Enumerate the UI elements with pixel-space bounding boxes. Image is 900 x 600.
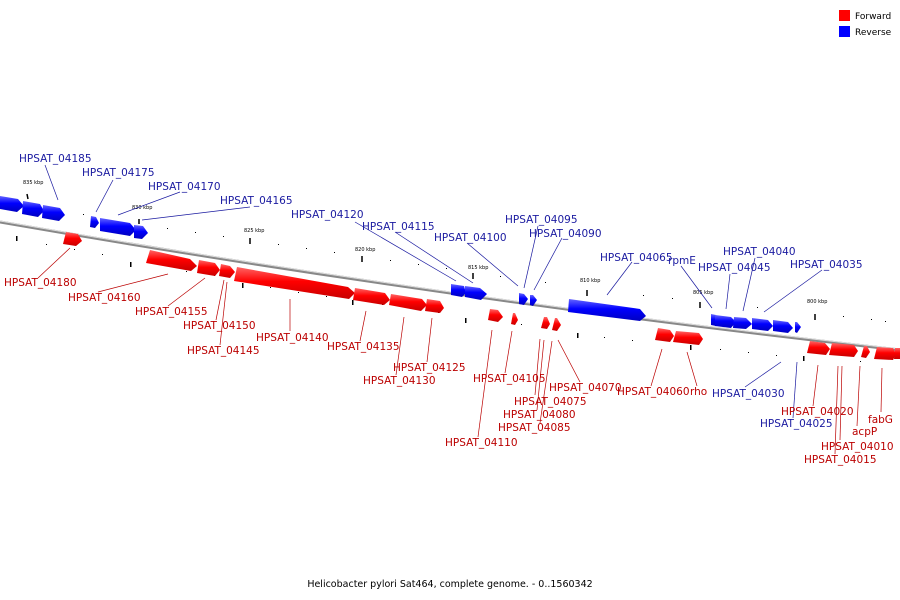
gene-arrow[interactable]: [530, 295, 537, 306]
gene-label[interactable]: HPSAT_04100: [434, 232, 507, 244]
tick-label: 815 kbp: [468, 265, 488, 271]
genome-backbone: [0, 220, 900, 352]
forward-leader-lines: [37, 247, 883, 455]
gene-arrow[interactable]: [511, 313, 518, 325]
gene-label[interactable]: HPSAT_04070: [549, 382, 622, 394]
gene-label[interactable]: rpmE: [668, 255, 696, 267]
gene-label[interactable]: HPSAT_04140: [256, 332, 329, 344]
tick-label: 810 kbp: [580, 278, 600, 284]
gene-arrow[interactable]: [451, 284, 466, 297]
gene-arrow[interactable]: [715, 315, 736, 328]
gene-label[interactable]: HPSAT_04095: [505, 214, 578, 226]
gene-label[interactable]: HPSAT_04155: [135, 306, 208, 318]
gene-arrow[interactable]: [63, 232, 82, 246]
legend-reverse-swatch: [839, 26, 850, 37]
tick-label: 800 kbp: [807, 299, 827, 305]
gene-label[interactable]: HPSAT_04085: [498, 422, 571, 434]
gene-arrow[interactable]: [42, 205, 65, 221]
legend-reverse-label: Reverse: [855, 28, 892, 38]
gene-arrow[interactable]: [673, 331, 703, 345]
gene-arrow[interactable]: [465, 286, 487, 300]
gene-label[interactable]: HPSAT_04040: [723, 246, 796, 258]
gene-arrow[interactable]: [541, 317, 550, 329]
gene-arrow[interactable]: [100, 218, 136, 236]
gene-label[interactable]: HPSAT_04065: [600, 252, 673, 264]
gene-label[interactable]: HPSAT_04165: [220, 195, 293, 207]
gene-label[interactable]: HPSAT_04015: [804, 454, 877, 466]
reverse-genes: [0, 196, 801, 333]
gene-label[interactable]: HPSAT_04060: [617, 386, 690, 398]
scale-ticks: 835 kbp 830 kbp 825 kbp 820 kbp 815 kbp …: [16, 180, 886, 362]
gene-arrow[interactable]: [829, 343, 858, 357]
gene-label[interactable]: HPSAT_04125: [393, 362, 466, 374]
gene-arrow[interactable]: [134, 225, 148, 239]
gene-arrow[interactable]: [197, 260, 220, 276]
gene-label[interactable]: HPSAT_04090: [529, 228, 602, 240]
gene-arrow[interactable]: [752, 318, 773, 331]
gene-label[interactable]: HPSAT_04160: [68, 292, 141, 304]
gene-arrow[interactable]: [353, 288, 390, 305]
tick-label: 805 kbp: [693, 290, 713, 296]
gene-arrow[interactable]: [22, 201, 44, 217]
gene-label[interactable]: HPSAT_04150: [183, 320, 256, 332]
gene-label[interactable]: acpP: [852, 426, 877, 438]
gene-arrow[interactable]: [219, 264, 235, 278]
tick-label: 835 kbp: [23, 180, 43, 186]
gene-arrow[interactable]: [0, 196, 24, 212]
gene-label[interactable]: rho: [690, 386, 707, 398]
gene-label[interactable]: HPSAT_04185: [19, 153, 92, 165]
gene-arrow[interactable]: [90, 216, 99, 228]
figure-caption: Helicobacter pylori Sat464, complete gen…: [307, 579, 592, 590]
tick-label: 825 kbp: [244, 228, 264, 234]
gene-label[interactable]: HPSAT_04115: [362, 221, 435, 233]
gene-label[interactable]: HPSAT_04175: [82, 167, 155, 179]
legend-forward-label: Forward: [855, 12, 891, 22]
reverse-gene-labels: HPSAT_04185 HPSAT_04175 HPSAT_04170 HPSA…: [19, 153, 863, 430]
gene-label[interactable]: HPSAT_04035: [790, 259, 863, 271]
tick-label: 830 kbp: [132, 205, 152, 211]
gene-label[interactable]: HPSAT_04020: [781, 406, 854, 418]
gene-arrow[interactable]: [655, 328, 674, 342]
gene-label[interactable]: HPSAT_04030: [712, 388, 785, 400]
gene-arrow[interactable]: [146, 250, 197, 271]
gene-arrow[interactable]: [861, 346, 870, 358]
gene-label[interactable]: HPSAT_04135: [327, 341, 400, 353]
tick-label: 820 kbp: [355, 247, 375, 253]
gene-arrow[interactable]: [733, 317, 752, 329]
gene-arrow[interactable]: [389, 294, 427, 311]
gene-arrow[interactable]: [425, 299, 444, 313]
legend: Forward Reverse: [839, 10, 892, 38]
gene-label[interactable]: HPSAT_04110: [445, 437, 518, 449]
gene-label[interactable]: HPSAT_04045: [698, 262, 771, 274]
gene-label[interactable]: HPSAT_04080: [503, 409, 576, 421]
gene-label[interactable]: HPSAT_04120: [291, 209, 364, 221]
gene-arrow[interactable]: [488, 309, 503, 322]
gene-label[interactable]: HPSAT_04145: [187, 345, 260, 357]
gene-label[interactable]: HPSAT_04025: [760, 418, 833, 430]
gene-arrow[interactable]: [234, 267, 355, 299]
gene-label[interactable]: HPSAT_04010: [821, 441, 894, 453]
gene-arrow[interactable]: [773, 320, 793, 333]
gene-label[interactable]: HPSAT_04075: [514, 396, 587, 408]
gene-label[interactable]: HPSAT_04105: [473, 373, 546, 385]
gene-arrow[interactable]: [807, 341, 830, 355]
gene-label[interactable]: fabG: [868, 414, 893, 426]
gene-label[interactable]: HPSAT_04180: [4, 277, 77, 289]
reverse-leader-lines: [44, 164, 823, 419]
forward-genes: [63, 232, 900, 360]
gene-arrow[interactable]: [894, 348, 900, 359]
gene-arrow[interactable]: [519, 293, 528, 305]
gene-arrow[interactable]: [795, 322, 801, 333]
forward-gene-labels: HPSAT_04180 HPSAT_04160 HPSAT_04155 HPSA…: [4, 277, 894, 466]
gene-label[interactable]: HPSAT_04170: [148, 181, 221, 193]
gene-arrow[interactable]: [552, 318, 561, 331]
legend-forward-swatch: [839, 10, 850, 21]
gene-label[interactable]: HPSAT_04130: [363, 375, 436, 387]
genome-backbone-highlight: [0, 220, 900, 350]
gene-arrow[interactable]: [568, 299, 646, 321]
gene-arrow[interactable]: [874, 347, 896, 360]
